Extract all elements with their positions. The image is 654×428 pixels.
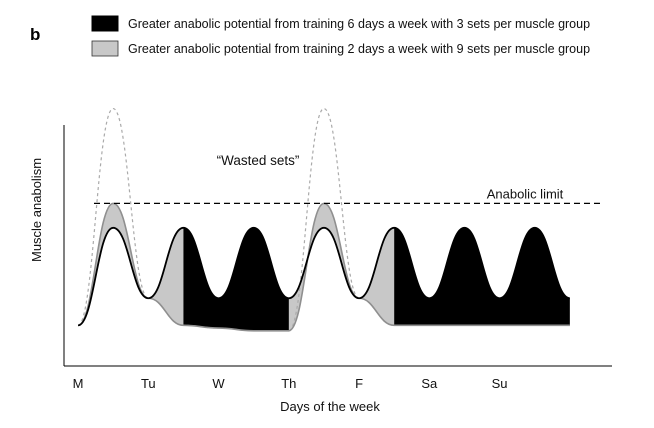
area-2-days-advantage-monday [78, 203, 184, 326]
panel-label: b [30, 25, 40, 44]
legend-swatch-2-days [91, 40, 119, 57]
wasted-sets-annotation: “Wasted sets” [217, 153, 300, 168]
anabolic-limit-label: Anabolic limit [487, 186, 564, 201]
x-tick-sa: Sa [421, 376, 438, 391]
y-axis-label: Muscle anabolism [29, 158, 44, 262]
x-tick-su: Su [492, 376, 508, 391]
area-6-days-advantage [78, 203, 570, 331]
legend-label-2-days: Greater anabolic potential from training… [128, 42, 590, 56]
series-6-days [77, 226, 571, 327]
legend-label-6-days: Greater anabolic potential from training… [128, 17, 590, 31]
x-tick-th: Th [281, 376, 296, 391]
x-tick-f: F [355, 376, 363, 391]
series-2-days-capped [77, 202, 570, 332]
x-tick-tu: Tu [141, 376, 156, 391]
x-tick-w: W [212, 376, 225, 391]
legend: Greater anabolic potential from training… [91, 15, 590, 57]
x-tick-labels: M Tu W Th F Sa Su [73, 376, 508, 391]
area-fills [78, 203, 570, 331]
x-axis-label: Days of the week [280, 399, 380, 414]
series-lines [77, 107, 571, 332]
legend-swatch-6-days [91, 15, 119, 32]
x-tick-m: M [73, 376, 84, 391]
